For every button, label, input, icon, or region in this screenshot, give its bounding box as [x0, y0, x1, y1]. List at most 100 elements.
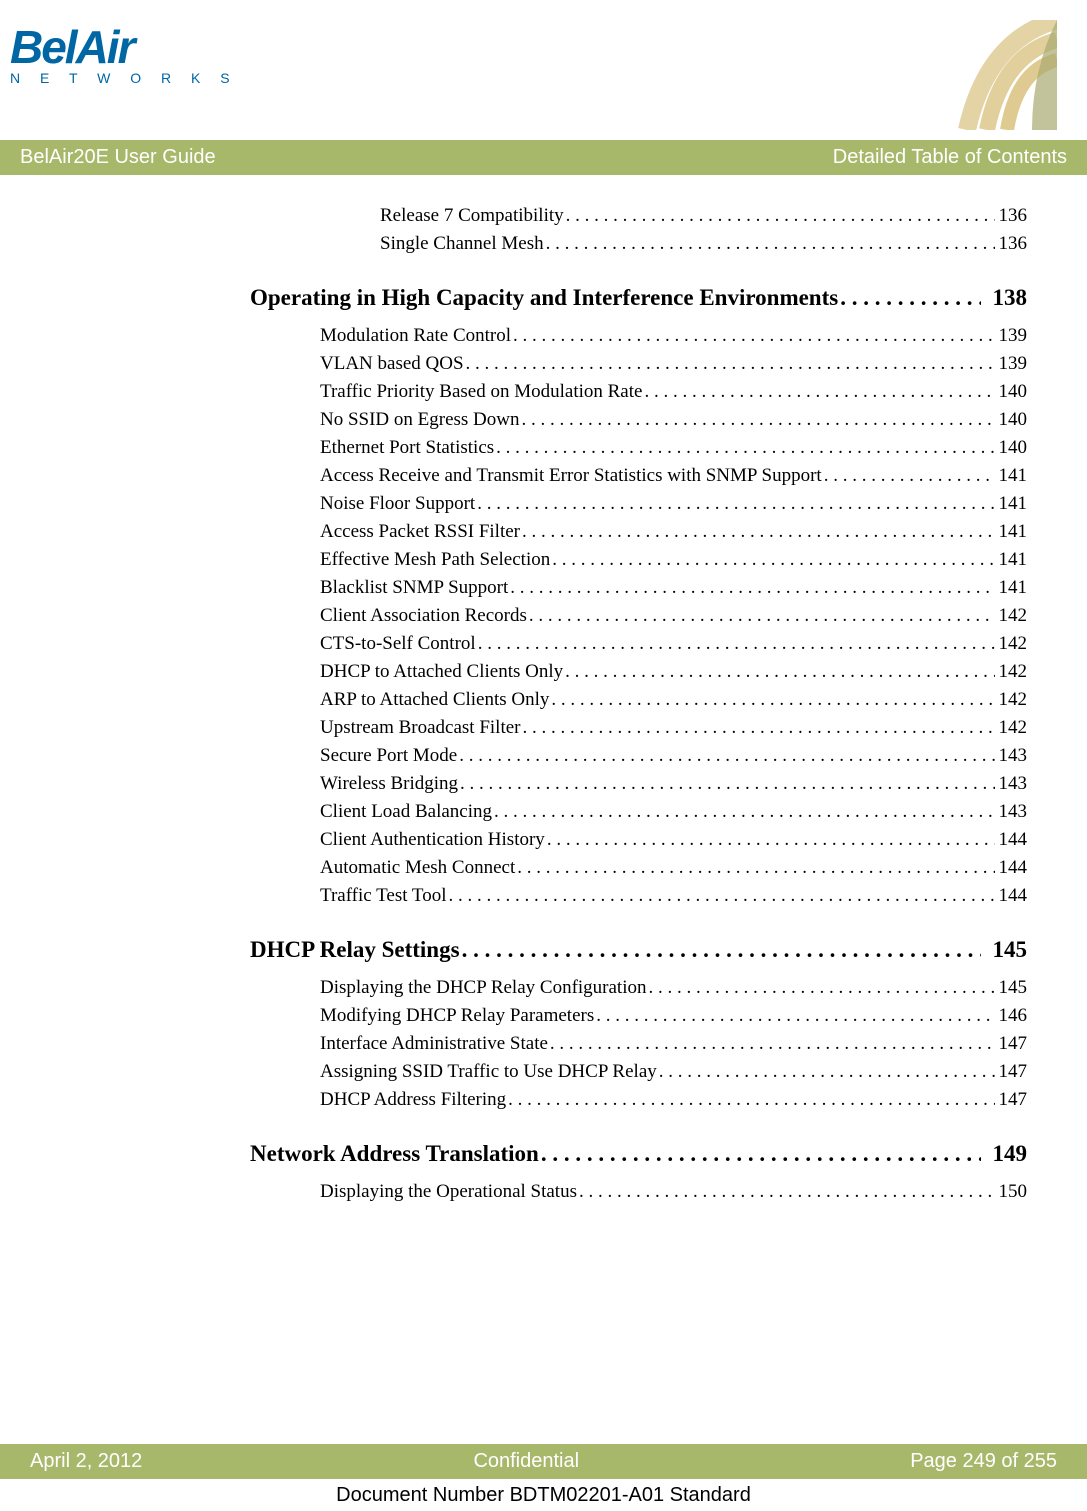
toc-entry-page: 140	[995, 437, 1028, 459]
toc-entry-label: ARP to Attached Clients Only	[320, 689, 549, 711]
toc-entry[interactable]: Wireless Bridging 143	[250, 773, 1027, 795]
toc-entry-label: Displaying the DHCP Relay Configuration	[320, 977, 647, 999]
toc-entry[interactable]: Client Association Records 142	[250, 605, 1027, 627]
toc-entry-label: Interface Administrative State	[320, 1033, 548, 1055]
footer-page: Page 249 of 255	[910, 1450, 1057, 1473]
logo-main: BelAir	[10, 20, 133, 74]
toc-entry[interactable]: ARP to Attached Clients Only 142	[250, 689, 1027, 711]
toc-leader-dots	[544, 233, 995, 255]
toc-entry[interactable]: Secure Port Mode 143	[250, 745, 1027, 767]
toc-entry-page: 150	[995, 1181, 1028, 1203]
toc-entry[interactable]: Traffic Test Tool 144	[250, 885, 1027, 907]
toc-leader-dots	[460, 937, 981, 963]
toc-leader-dots	[506, 1089, 994, 1111]
toc-section-title: Network Address Translation	[250, 1141, 539, 1167]
toc-entry-label: Upstream Broadcast Filter	[320, 717, 521, 739]
toc-leader-dots	[492, 801, 994, 823]
toc-entry-label: DHCP Address Filtering	[320, 1089, 506, 1111]
toc-leader-dots	[545, 829, 995, 851]
toc-entry-page: 147	[995, 1033, 1028, 1055]
toc-leader-dots	[508, 577, 994, 599]
toc-entry[interactable]: Access Packet RSSI Filter 141	[250, 521, 1027, 543]
toc-leader-dots	[511, 325, 994, 347]
toc-content: Release 7 Compatibility 136 Single Channe…	[0, 175, 1087, 1229]
toc-leader-dots	[520, 409, 995, 431]
toc-entry-page: 139	[995, 325, 1028, 347]
toc-entry[interactable]: Access Receive and Transmit Error Statis…	[250, 465, 1027, 487]
toc-entry[interactable]: DHCP Address Filtering 147	[250, 1089, 1027, 1111]
toc-entry-page: 142	[995, 661, 1028, 683]
toc-entry[interactable]: Upstream Broadcast Filter 142	[250, 717, 1027, 739]
toc-entry-page: 144	[995, 829, 1028, 851]
toc-leader-dots	[476, 633, 995, 655]
toc-leader-dots	[527, 605, 995, 627]
toc-entry[interactable]: Assigning SSID Traffic to Use DHCP Relay…	[250, 1061, 1027, 1083]
toc-entry[interactable]: Single Channel Mesh 136	[250, 233, 1027, 255]
toc-entry-page: 139	[995, 353, 1028, 375]
toc-entry-page: 143	[995, 773, 1028, 795]
toc-entry-label: Wireless Bridging	[320, 773, 458, 795]
toc-leader-dots	[577, 1181, 995, 1203]
toc-entry[interactable]: Interface Administrative State 147	[250, 1033, 1027, 1055]
toc-entry[interactable]: Modifying DHCP Relay Parameters 146	[250, 1005, 1027, 1027]
toc-entry-page: 145	[995, 977, 1028, 999]
toc-entry-label: Ethernet Port Statistics	[320, 437, 494, 459]
footer-confidential: Confidential	[473, 1450, 579, 1473]
title-left: BelAir20E User Guide	[20, 146, 216, 169]
toc-entry[interactable]: DHCP to Attached Clients Only 142	[250, 661, 1027, 683]
logo: BelAir N E T W O R K S	[10, 20, 238, 86]
toc-entry[interactable]: Ethernet Port Statistics 140	[250, 437, 1027, 459]
toc-entry[interactable]: CTS-to-Self Control 142	[250, 633, 1027, 655]
title-right: Detailed Table of Contents	[833, 146, 1067, 169]
toc-entry-page: 146	[995, 1005, 1028, 1027]
toc-entry-label: Automatic Mesh Connect	[320, 857, 515, 879]
toc-entry-page: 147	[995, 1089, 1028, 1111]
toc-entry-label: Secure Port Mode	[320, 745, 457, 767]
toc-entry[interactable]: Displaying the Operational Status 150	[250, 1181, 1027, 1203]
toc-entry-page: 136	[995, 205, 1028, 227]
toc-entry[interactable]: Modulation Rate Control 139	[250, 325, 1027, 347]
toc-entry-label: Assigning SSID Traffic to Use DHCP Relay	[320, 1061, 657, 1083]
toc-entry-label: Access Receive and Transmit Error Statis…	[320, 465, 822, 487]
title-bar: BelAir20E User Guide Detailed Table of C…	[0, 140, 1087, 175]
toc-entry-page: 142	[995, 689, 1028, 711]
toc-entry-page: 141	[995, 521, 1028, 543]
toc-entry-label: Blacklist SNMP Support	[320, 577, 508, 599]
toc-entry[interactable]: Release 7 Compatibility 136	[250, 205, 1027, 227]
toc-leader-dots	[563, 661, 994, 683]
toc-entry[interactable]: Displaying the DHCP Relay Configuration …	[250, 977, 1027, 999]
toc-entry[interactable]: Client Authentication History 144	[250, 829, 1027, 851]
toc-section-heading[interactable]: DHCP Relay Settings 145	[250, 937, 1027, 963]
toc-entry-page: 147	[995, 1061, 1028, 1083]
toc-leader-dots	[464, 353, 995, 375]
toc-entry-label: Effective Mesh Path Selection	[320, 549, 550, 571]
toc-entry-page: 144	[995, 857, 1028, 879]
toc-section-heading[interactable]: Network Address Translation 149	[250, 1141, 1027, 1167]
toc-leader-dots	[548, 1033, 995, 1055]
toc-entry[interactable]: Traffic Priority Based on Modulation Rat…	[250, 381, 1027, 403]
toc-entry[interactable]: Blacklist SNMP Support 141	[250, 577, 1027, 599]
toc-leader-dots	[647, 977, 995, 999]
toc-entry-label: VLAN based QOS	[320, 353, 464, 375]
toc-leader-dots	[549, 689, 994, 711]
toc-section-page: 145	[981, 937, 1028, 963]
toc-leader-dots	[564, 205, 995, 227]
toc-leader-dots	[521, 717, 995, 739]
toc-entry[interactable]: No SSID on Egress Down 140	[250, 409, 1027, 431]
toc-entry[interactable]: Client Load Balancing 143	[250, 801, 1027, 823]
toc-entry-label: Traffic Priority Based on Modulation Rat…	[320, 381, 642, 403]
toc-section-heading[interactable]: Operating in High Capacity and Interfere…	[250, 285, 1027, 311]
toc-leader-dots	[838, 285, 980, 311]
toc-section-page: 149	[981, 1141, 1028, 1167]
toc-section-page: 138	[981, 285, 1028, 311]
toc-entry[interactable]: VLAN based QOS 139	[250, 353, 1027, 375]
toc-entry[interactable]: Effective Mesh Path Selection 141	[250, 549, 1027, 571]
footer-bar: April 2, 2012 Confidential Page 249 of 2…	[0, 1444, 1087, 1479]
logo-sub: N E T W O R K S	[10, 70, 238, 86]
toc-leader-dots	[458, 773, 994, 795]
toc-leader-dots	[822, 465, 995, 487]
toc-entry[interactable]: Noise Floor Support 141	[250, 493, 1027, 515]
toc-entry-label: Modifying DHCP Relay Parameters	[320, 1005, 594, 1027]
toc-leader-dots	[539, 1141, 981, 1167]
toc-entry[interactable]: Automatic Mesh Connect 144	[250, 857, 1027, 879]
